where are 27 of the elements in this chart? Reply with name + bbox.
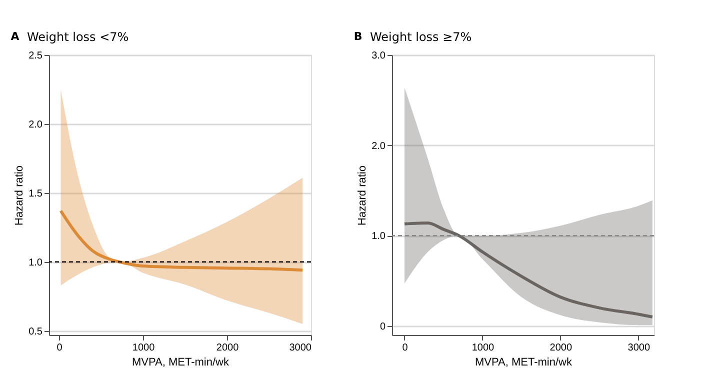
y-axis-title: Hazard ratio <box>14 166 26 226</box>
y-tick-label: 2.5 <box>28 50 43 62</box>
line-series <box>402 222 654 318</box>
x-tick-label: 2000 <box>550 342 572 354</box>
x-tick-label: 2000 <box>216 342 240 354</box>
x-tick-label: 1000 <box>132 342 156 354</box>
x-tick-label: 0 <box>56 342 63 354</box>
chart-title: Weight loss <7% <box>27 30 129 44</box>
chart-title: Weight loss ≥7% <box>370 30 472 44</box>
y-axis-title: Hazard ratio <box>356 166 369 226</box>
x-tick-label: 3000 <box>289 342 312 354</box>
text: A <box>10 30 20 43</box>
line-series <box>59 209 304 272</box>
x-axis-title: MVPA, MET-min/wk <box>475 356 572 368</box>
y-tick-label: 1.0 <box>372 231 386 242</box>
y-tick-label: 0.5 <box>28 326 43 338</box>
y-tick-label: 2.0 <box>28 119 43 130</box>
y-tick-label: 3.0 <box>372 50 386 62</box>
x-axis-title: MVPA, MET-min/wk <box>132 356 230 368</box>
y-tick-label: 1.0 <box>28 257 43 268</box>
y-tick-label: 1.5 <box>28 188 43 200</box>
text: B <box>354 30 362 43</box>
x-tick-label: 0 <box>402 342 408 354</box>
y-tick-label: 0 <box>380 321 386 332</box>
y-tick-label: 2.0 <box>372 140 386 152</box>
x-tick-label: 1000 <box>472 342 495 354</box>
x-tick-label: 3000 <box>628 342 650 354</box>
